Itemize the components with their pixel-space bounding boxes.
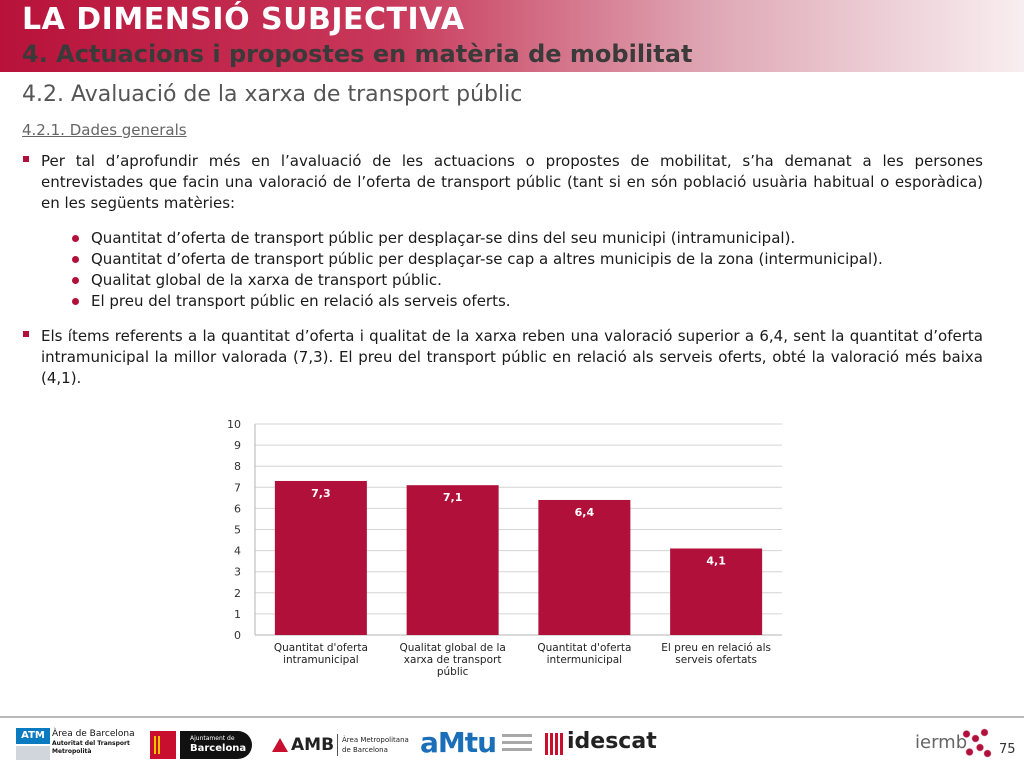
y-tick-label: 5 — [234, 524, 241, 537]
y-tick-label: 0 — [234, 629, 241, 642]
y-tick-label: 10 — [227, 418, 241, 431]
bar-value-label: 4,1 — [706, 554, 726, 567]
list-item-text: Qualitat global de la xarxa de transport… — [91, 271, 442, 289]
ajuntament-barcelona-logo: Ajuntament de Barcelona — [150, 726, 254, 762]
x-category-label: Quantitat d'oferta — [537, 642, 631, 654]
criteria-list: Quantitat d’oferta de transport públic p… — [72, 228, 883, 312]
amb-logo: AMB Àrea Metropolitana de Barcelona — [272, 726, 409, 762]
y-tick-label: 8 — [234, 460, 241, 473]
bar — [274, 480, 367, 635]
square-bullet-icon — [23, 331, 29, 337]
dot-bullet-icon — [72, 256, 79, 263]
x-category-label: Qualitat global de la — [399, 642, 505, 654]
footer-divider — [0, 716, 1024, 718]
page-subtitle: 4. Actuacions i propostes en matèria de … — [22, 40, 693, 68]
dot-bullet-icon — [72, 298, 79, 305]
x-category-label: serveis ofertats — [675, 654, 757, 666]
sub-section-title: 4.2.1. Dades generals — [22, 121, 187, 139]
dot-bullet-icon — [72, 235, 79, 242]
page-title: LA DIMENSIÓ SUBJECTIVA — [22, 2, 465, 37]
list-item: Quantitat d’oferta de transport públic p… — [72, 228, 883, 249]
y-tick-label: 9 — [234, 439, 241, 452]
bar-value-label: 7,3 — [311, 487, 331, 500]
x-category-label: El preu en relació als — [661, 642, 771, 654]
bar-value-label: 6,4 — [575, 506, 595, 519]
page-number: 75 — [999, 742, 1016, 757]
summary-paragraph: Els ítems referents a la quantitat d’ofe… — [41, 327, 983, 387]
bar-value-label: 7,1 — [443, 491, 463, 504]
y-tick-label: 6 — [234, 502, 241, 515]
y-tick-label: 7 — [234, 481, 241, 494]
header-banner: LA DIMENSIÓ SUBJECTIVA 4. Actuacions i p… — [0, 0, 1024, 72]
amtu-logo: aMtu — [420, 726, 540, 762]
list-item: Qualitat global de la xarxa de transport… — [72, 270, 883, 291]
y-tick-label: 1 — [234, 608, 241, 621]
bar — [406, 485, 499, 635]
iermb-logo: iermb — [915, 726, 992, 762]
list-item-text: Quantitat d’oferta de transport públic p… — [91, 229, 796, 247]
x-category-label: Quantitat d'oferta — [274, 642, 368, 654]
list-item-text: El preu del transport públic en relació … — [91, 292, 511, 310]
x-category-label: xarxa de transport — [404, 654, 502, 666]
dot-bullet-icon — [72, 277, 79, 284]
list-item: El preu del transport públic en relació … — [72, 291, 883, 312]
list-item: Quantitat d’oferta de transport públic p… — [72, 249, 883, 270]
x-category-label: intermunicipal — [547, 654, 622, 666]
intro-paragraph: Per tal d’aprofundir més en l’avaluació … — [41, 152, 983, 212]
atm-logo: ATM Àrea de Barcelona Autoritat del Tran… — [16, 726, 135, 762]
list-item-text: Quantitat d’oferta de transport públic p… — [91, 250, 883, 268]
section-title: 4.2. Avaluació de la xarxa de transport … — [22, 82, 523, 107]
bar — [538, 499, 631, 635]
idescat-logo: idescat — [545, 726, 657, 762]
y-tick-label: 4 — [234, 545, 241, 558]
square-bullet-icon — [23, 156, 29, 162]
x-category-label: públic — [437, 666, 469, 678]
bar — [670, 548, 763, 635]
y-tick-label: 2 — [234, 587, 241, 600]
y-tick-label: 3 — [234, 566, 241, 579]
x-category-label: intramunicipal — [283, 654, 359, 666]
